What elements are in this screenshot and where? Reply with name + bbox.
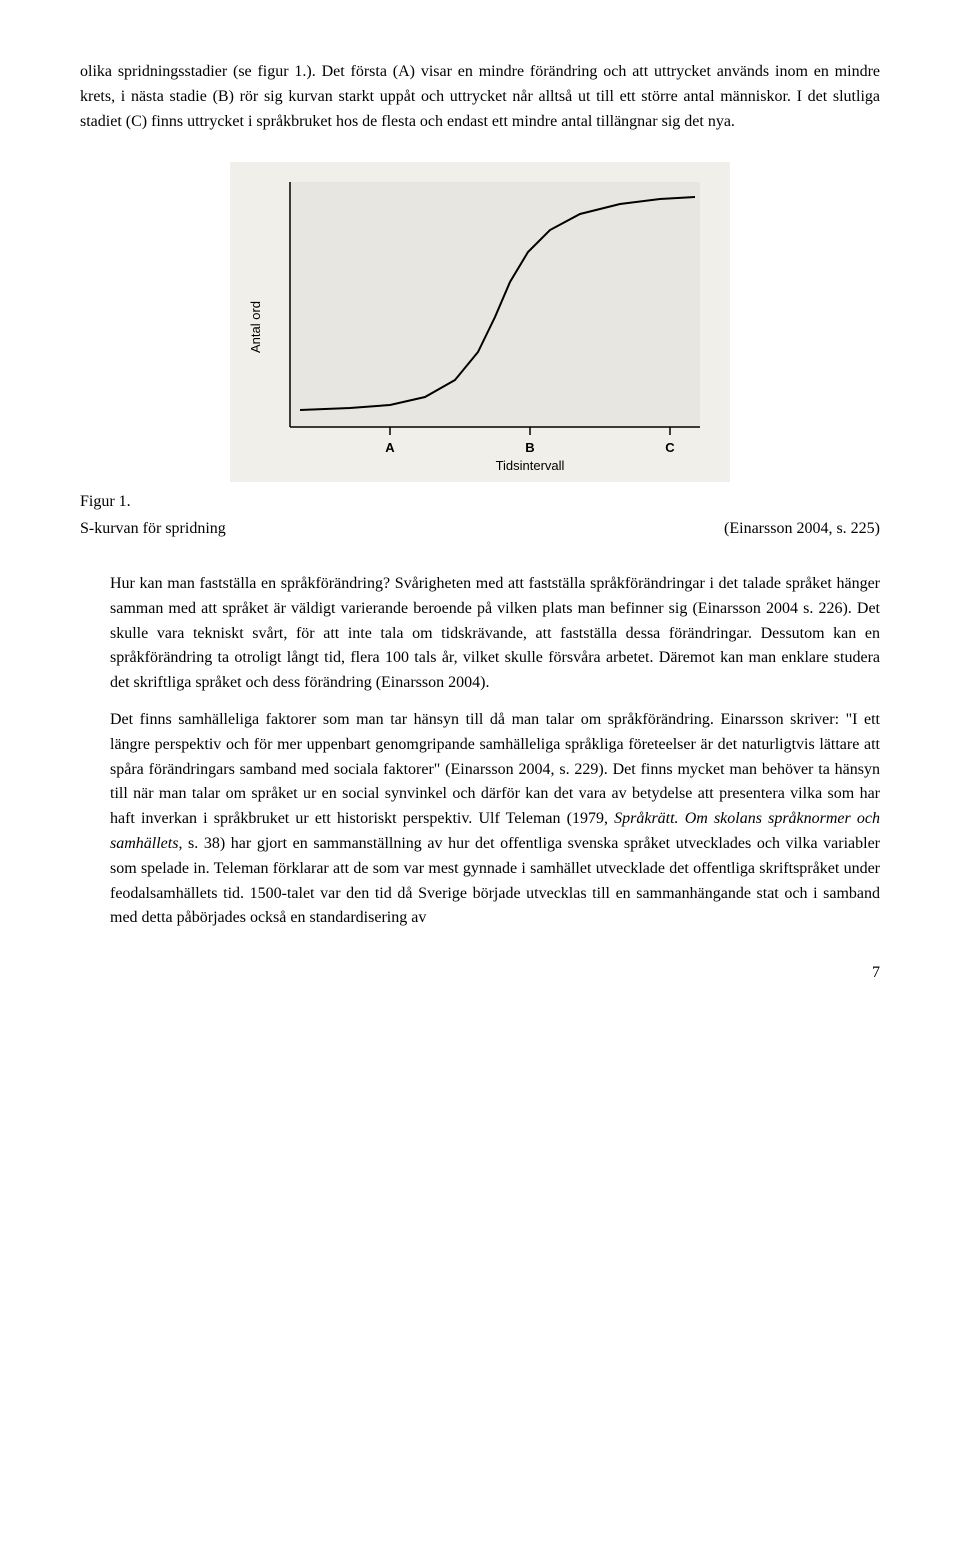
body-paragraph-1: Hur kan man fastställa en språkförändrin… bbox=[110, 572, 880, 696]
figure-source: (Einarsson 2004, s. 225) bbox=[724, 517, 880, 542]
figure-caption: S-kurvan för spridning bbox=[80, 517, 226, 542]
figure-number: Figur 1. bbox=[80, 490, 880, 515]
svg-text:Antal ord: Antal ord bbox=[248, 301, 263, 353]
svg-text:A: A bbox=[385, 440, 395, 455]
intro-paragraph: olika spridningsstadier (se figur 1.). D… bbox=[80, 60, 880, 134]
body-paragraph-2: Det finns samhälleliga faktorer som man … bbox=[110, 708, 880, 931]
svg-text:B: B bbox=[525, 440, 534, 455]
svg-text:C: C bbox=[665, 440, 675, 455]
svg-text:Tidsintervall: Tidsintervall bbox=[496, 458, 565, 473]
page-number: 7 bbox=[80, 961, 880, 986]
body-paragraph-2-tail: , s. 38) har gjort en sammanställning av… bbox=[110, 835, 880, 926]
s-curve-chart: A B C Tidsintervall Antal ord bbox=[230, 162, 730, 482]
